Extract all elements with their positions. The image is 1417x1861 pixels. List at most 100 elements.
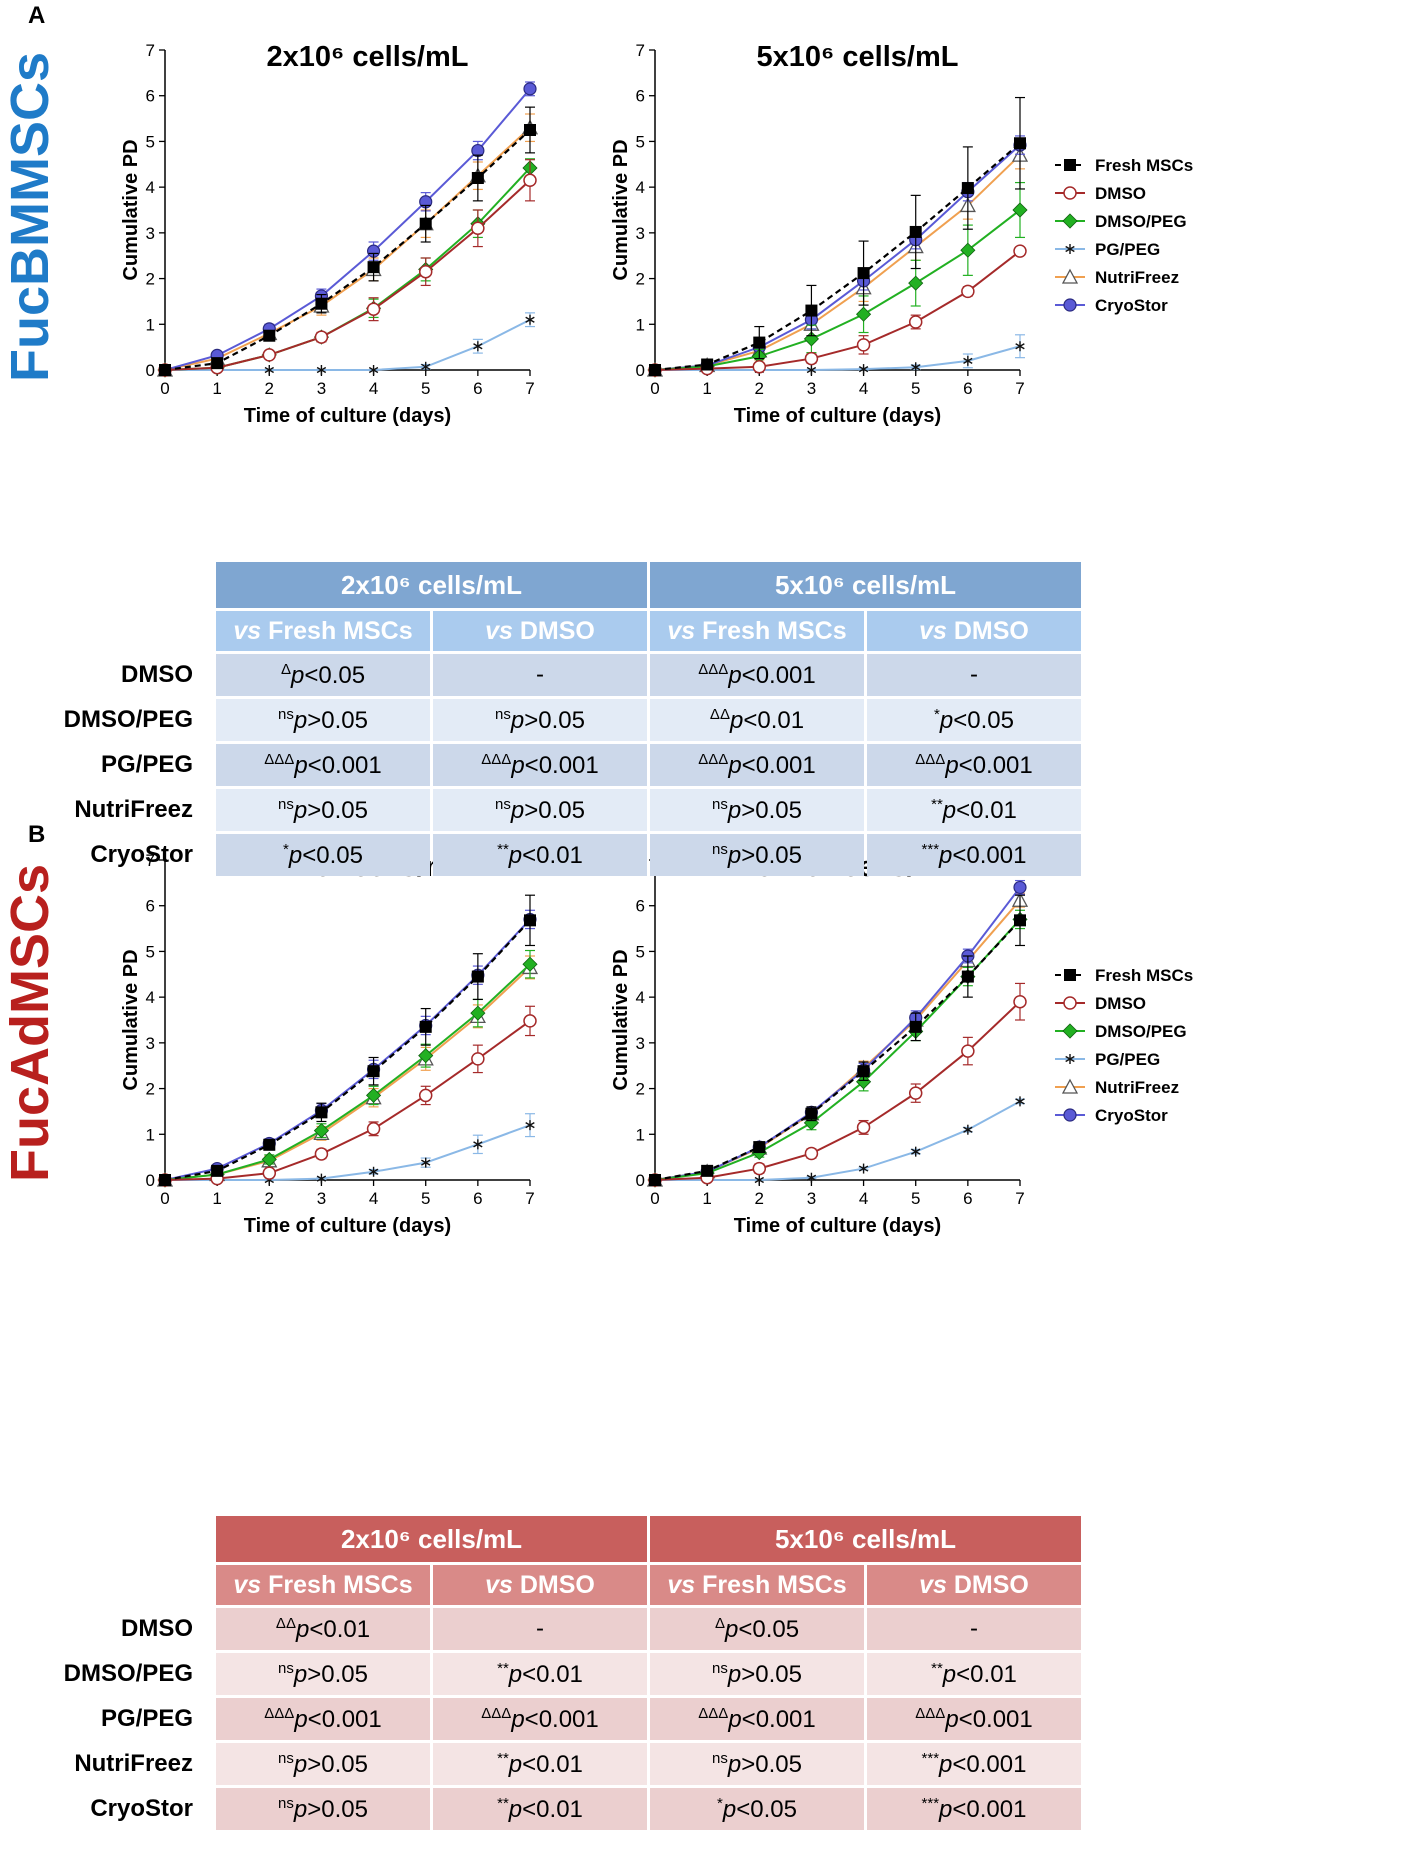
legend-marker [1061, 268, 1079, 284]
y-tick-label: 1 [146, 1125, 155, 1144]
stat-cell: nsp>0.05 [650, 789, 864, 831]
series-line-cryostor [654, 886, 1021, 1181]
legend-marker [1063, 186, 1077, 200]
data-point-dmso [471, 1052, 485, 1066]
data-point-fresh-mscs [649, 1174, 661, 1186]
legend-item-nutrifreez: NutriFreez [1055, 1078, 1179, 1097]
stat-cell: nsp>0.05 [650, 1743, 864, 1785]
data-point-pg-peg [806, 365, 817, 375]
stat-cell: *p<0.05 [216, 834, 430, 876]
x-tick-label: 6 [473, 379, 482, 398]
series-line-cryostor [164, 918, 531, 1181]
data-point-dmso-peg [856, 1074, 872, 1090]
legend-marker [1063, 996, 1077, 1010]
legend-item-dmso-peg: DMSO/PEG [1055, 1022, 1187, 1041]
x-tick-label: 1 [702, 379, 711, 398]
legend-item-pg-peg: PG/PEG [1055, 240, 1160, 259]
data-point-fresh-mscs [753, 1141, 766, 1154]
data-point-dmso [314, 1147, 329, 1161]
data-point-pg-peg [368, 1166, 379, 1177]
y-tick-label: 1 [636, 315, 645, 334]
legend-marker [1065, 244, 1075, 254]
stat-cell: **p<0.01 [433, 834, 647, 876]
data-point-pg-peg [806, 1172, 817, 1183]
stat-cell: ΔΔΔp<0.001 [867, 1698, 1081, 1740]
chart1-series-nutrifreez [646, 140, 1029, 377]
data-point-dmso [523, 173, 537, 188]
column-header: vs Fresh MSCs [216, 611, 430, 651]
y-tick-label: 1 [146, 315, 155, 334]
series-line-dmso [654, 1000, 1021, 1181]
series-line-dmso-peg [654, 918, 1021, 1181]
stat-cell: ΔΔΔp<0.001 [433, 1698, 647, 1740]
column-header: vs DMSO [867, 611, 1081, 651]
row-label: CryoStor [90, 841, 193, 868]
y-tick-label: 4 [146, 178, 155, 197]
data-point-dmso-peg [1012, 202, 1028, 218]
y-tick-label: 6 [636, 897, 645, 916]
column-header: vs DMSO [867, 1565, 1081, 1605]
table-row: PG/PEG ΔΔΔp<0.001 ΔΔΔp<0.001 ΔΔΔp<0.001 ΔΔΔp… [33, 1698, 1081, 1740]
y-axis-label: Cumulative PD [120, 139, 142, 280]
table-corner [33, 1565, 213, 1605]
y-tick-label: 2 [636, 270, 645, 289]
series-line-dmso-peg [164, 963, 531, 1181]
x-tick-label: 5 [421, 379, 430, 398]
data-point-fresh-mscs [211, 357, 224, 370]
data-point-dmso [471, 221, 485, 236]
chart3-series-dmso [648, 982, 1027, 1187]
data-point-fresh-mscs [524, 124, 536, 136]
stat-cell: - [433, 1608, 647, 1650]
table-corner [33, 1516, 213, 1562]
row-label: PG/PEG [100, 751, 193, 778]
data-point-fresh-mscs [315, 1106, 328, 1119]
legend-marker [1064, 159, 1076, 171]
x-tick-label: 5 [911, 379, 920, 398]
data-point-dmso [856, 338, 871, 352]
x-axis-label: Time of culture (days) [734, 1215, 941, 1237]
x-tick-label: 3 [317, 1189, 326, 1208]
stat-cell: *p<0.05 [867, 699, 1081, 741]
data-point-pg-peg [525, 1120, 535, 1131]
stat-cell: *p<0.05 [650, 1788, 864, 1830]
data-point-dmso [804, 1146, 819, 1161]
legend-label: CryoStor [1095, 1106, 1168, 1125]
y-tick-label: 5 [636, 942, 645, 961]
stat-cell: nsp>0.05 [650, 834, 864, 876]
table-corner [33, 611, 213, 651]
legend-item-nutrifreez: NutriFreez [1055, 268, 1179, 287]
legend-marker [1065, 1054, 1075, 1064]
x-tick-label: 2 [265, 1189, 274, 1208]
y-tick-label: 3 [146, 1034, 155, 1053]
data-point-pg-peg [858, 1163, 869, 1174]
data-point-cryostor [523, 82, 537, 96]
data-point-fresh-mscs [1014, 914, 1026, 927]
panel-label-b: B [28, 821, 46, 848]
data-point-pg-peg [473, 341, 483, 352]
data-point-pg-peg [316, 1173, 327, 1184]
x-tick-label: 7 [1015, 1189, 1024, 1208]
data-point-fresh-mscs [701, 1164, 714, 1177]
legend-item-fresh-mscs: Fresh MSCs [1055, 156, 1193, 175]
data-point-dmso [262, 1166, 277, 1180]
data-point-dmso [418, 264, 433, 279]
chart2-series-dmso [158, 1005, 537, 1187]
table-row: PG/PEG ΔΔΔp<0.001 ΔΔΔp<0.001 ΔΔΔp<0.001 ΔΔΔp… [33, 744, 1081, 786]
table-row: DMSO Δp<0.05- ΔΔΔp<0.001- [33, 654, 1081, 696]
x-axis-label: Time of culture (days) [244, 1215, 451, 1237]
chart0-series-pg-peg [160, 312, 535, 375]
table-row: DMSO/PEG nsp>0.05 nsp>0.05 ΔΔp<0.01 *p<0.05 [33, 699, 1081, 741]
y-tick-label: 5 [146, 942, 155, 961]
legend-label: Fresh MSCs [1095, 966, 1193, 985]
x-tick-label: 7 [525, 1189, 534, 1208]
data-point-dmso-peg [856, 306, 872, 322]
stat-cell: nsp>0.05 [216, 1743, 430, 1785]
data-point-fresh-mscs [315, 297, 328, 310]
stat-cell: ΔΔp<0.01 [650, 699, 864, 741]
stat-cell: ***p<0.001 [867, 1788, 1081, 1830]
column-header: vs DMSO [433, 611, 647, 651]
group-header: 5x10⁶ cells/mL [650, 1516, 1081, 1562]
stat-cell: ΔΔp<0.01 [216, 1608, 430, 1650]
legend-label: DMSO/PEG [1095, 1022, 1187, 1041]
x-tick-label: 0 [650, 1189, 659, 1208]
